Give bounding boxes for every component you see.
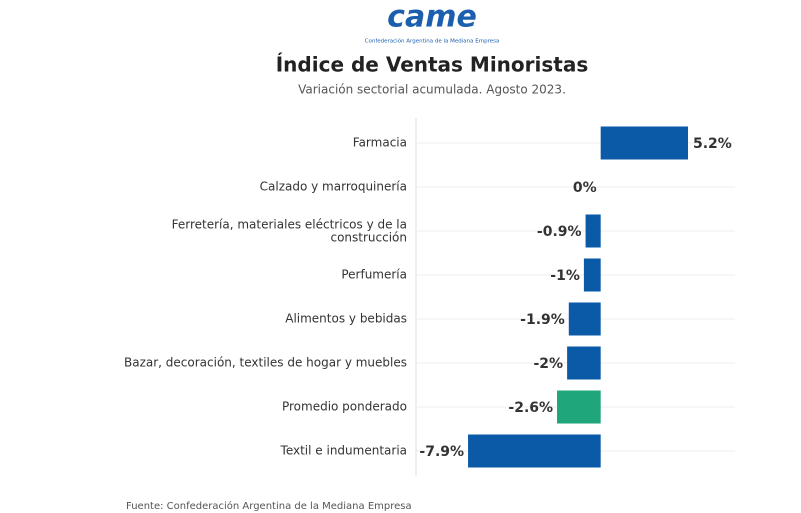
source: Fuente: Confederación Argentina de la Me…	[126, 500, 412, 512]
logo: came	[387, 0, 477, 35]
category-label: Calzado y marroquinería	[260, 180, 407, 194]
bar	[567, 346, 601, 380]
value-label: -1%	[550, 268, 580, 284]
bar	[568, 302, 601, 336]
bar	[583, 258, 601, 292]
category-label: Bazar, decoración, textiles de hogar y m…	[124, 356, 407, 370]
category-label: Ferretería, materiales eléctricos y de l…	[172, 217, 407, 244]
category-label: Promedio ponderado	[282, 400, 407, 414]
logo-tagline: Confederación Argentina de la Mediana Em…	[365, 38, 500, 45]
value-label: -2.6%	[508, 400, 553, 416]
bar	[557, 390, 601, 424]
bar	[600, 126, 688, 160]
category-label: Alimentos y bebidas	[285, 312, 407, 326]
bar	[468, 434, 601, 468]
value-label: -0.9%	[537, 224, 582, 240]
value-label: 0%	[573, 180, 597, 196]
chart-subtitle: Variación sectorial acumulada. Agosto 20…	[298, 83, 566, 97]
chart-title: Índice de Ventas Minoristas	[276, 53, 589, 77]
value-label: 5.2%	[693, 136, 732, 152]
value-label: -1.9%	[520, 312, 565, 328]
bar	[585, 214, 601, 248]
category-label: Textil e indumentaria	[280, 444, 407, 458]
category-label: Farmacia	[353, 136, 407, 150]
value-label: -7.9%	[419, 444, 464, 460]
category-label: Perfumería	[341, 268, 407, 282]
value-label: -2%	[534, 356, 564, 372]
